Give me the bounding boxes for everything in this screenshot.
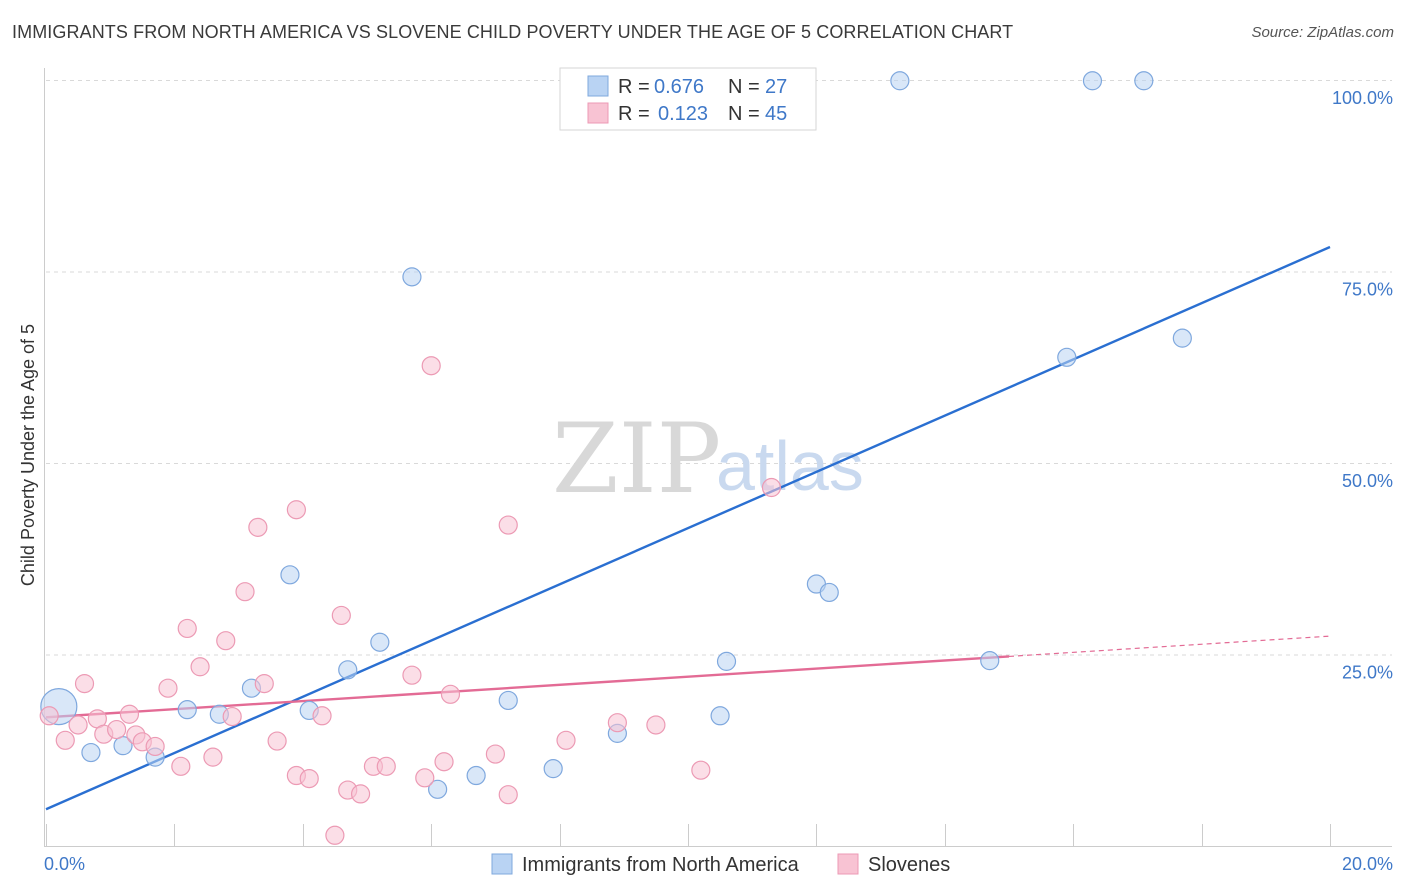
point-slovenes-15 (203, 747, 223, 767)
point-immigrants-7 (280, 565, 300, 585)
legend-swatch-pink (837, 853, 859, 875)
chart-title: IMMIGRANTS FROM NORTH AMERICA VS SLOVENE… (12, 22, 1014, 42)
y-tick-label-2: 75.0% (1342, 280, 1393, 300)
point-slovenes-44 (761, 477, 782, 498)
point-immigrants-20 (819, 582, 839, 603)
point-immigrants-24 (1082, 71, 1103, 91)
point-slovenes-20 (254, 674, 274, 694)
grid-lines (46, 80, 1392, 656)
point-slovenes-18 (235, 582, 255, 602)
chart-source: Source: ZipAtlas.com (1251, 24, 1394, 41)
point-immigrants-15 (543, 759, 563, 779)
y-axis-title: Child Poverty Under the Age of 5 (18, 324, 38, 586)
point-slovenes-34 (421, 356, 441, 376)
point-slovenes-16 (216, 631, 236, 651)
point-slovenes-40 (556, 730, 576, 750)
point-immigrants-17 (710, 706, 730, 726)
point-slovenes-3 (74, 674, 95, 694)
y-tick-label-1: 50.0% (1342, 471, 1393, 491)
point-slovenes-24 (299, 768, 319, 789)
point-slovenes-37 (485, 744, 505, 764)
legend-swatch-blue (491, 853, 513, 875)
point-slovenes-1 (55, 730, 75, 750)
point-slovenes-10 (145, 736, 165, 757)
point-slovenes-12 (171, 756, 191, 776)
point-immigrants-4 (177, 700, 197, 720)
point-slovenes-33 (415, 768, 435, 788)
point-immigrants-12 (428, 779, 448, 799)
tick-labels: 25.0% 50.0% 75.0% 100.0% 0.0% 20.0% (44, 88, 1393, 874)
stats-n-value-0: 27 (765, 76, 787, 98)
point-slovenes-19 (248, 517, 268, 537)
point-slovenes-0 (39, 706, 59, 726)
trend-lines (45, 245, 1331, 811)
point-immigrants-23 (1057, 347, 1077, 367)
point-slovenes-36 (440, 684, 461, 704)
watermark: ZIP atlas (552, 403, 864, 515)
point-immigrants-22 (980, 651, 1000, 671)
series-legend: Immigrants from North America Slovenes (491, 853, 950, 876)
trend-line-immigrants (45, 245, 1331, 811)
y-tick-label-3: 100.0% (1332, 88, 1393, 108)
y-tick-label-0: 25.0% (1342, 663, 1393, 683)
stats-r-label-1: R = (618, 103, 650, 125)
point-immigrants-14 (498, 690, 518, 711)
point-immigrants-9 (338, 660, 358, 680)
point-immigrants-18 (716, 651, 737, 671)
point-slovenes-38 (498, 785, 518, 805)
point-immigrants-11 (402, 267, 422, 287)
point-immigrants-1 (81, 742, 101, 763)
point-immigrants-13 (466, 765, 486, 786)
stats-swatch-pink (587, 102, 609, 124)
point-immigrants-21 (890, 71, 910, 91)
stats-n-label-1: N = (728, 103, 760, 125)
point-slovenes-7 (119, 704, 140, 724)
stats-n-value-1: 45 (765, 103, 787, 125)
stats-r-label-0: R = (618, 76, 650, 98)
point-slovenes-17 (222, 706, 242, 727)
point-slovenes-42 (646, 715, 666, 735)
stats-swatch-blue (587, 75, 609, 97)
x-tick-label-1: 20.0% (1342, 854, 1393, 874)
watermark-zip: ZIP (552, 403, 721, 515)
point-slovenes-35 (434, 752, 454, 772)
legend-label-blue: Immigrants from North America (522, 854, 800, 876)
trend-line-slovenes (45, 655, 1010, 719)
point-slovenes-6 (107, 719, 127, 740)
point-slovenes-31 (376, 756, 396, 776)
watermark-atlas: atlas (716, 427, 864, 505)
point-slovenes-14 (190, 657, 210, 677)
point-slovenes-21 (267, 731, 287, 751)
legend-label-pink: Slovenes (868, 854, 950, 876)
stats-n-label-0: N = (728, 76, 760, 98)
point-slovenes-13 (177, 618, 197, 639)
point-slovenes-41 (607, 713, 627, 733)
point-slovenes-39 (498, 515, 518, 535)
point-slovenes-2 (68, 715, 88, 735)
stats-r-value-1: 0.123 (658, 103, 708, 125)
stats-legend: R = 0.676 N = 27 R = 0.123 N = 45 (559, 67, 817, 131)
axes (44, 68, 1392, 847)
x-tick-label-0: 0.0% (44, 854, 85, 874)
point-immigrants-10 (370, 632, 390, 652)
point-slovenes-43 (691, 760, 711, 780)
trend-line-slovenes-extension (1008, 635, 1331, 658)
point-slovenes-23 (286, 500, 306, 520)
point-slovenes-11 (158, 678, 178, 698)
point-slovenes-29 (350, 784, 371, 804)
data-points (39, 71, 1192, 845)
point-immigrants-25 (1134, 71, 1154, 91)
point-slovenes-25 (312, 706, 332, 726)
point-slovenes-26 (325, 825, 345, 845)
stats-r-value-0: 0.676 (654, 76, 704, 98)
point-slovenes-32 (402, 665, 422, 685)
point-immigrants-26 (1172, 328, 1192, 348)
point-slovenes-27 (331, 605, 351, 626)
